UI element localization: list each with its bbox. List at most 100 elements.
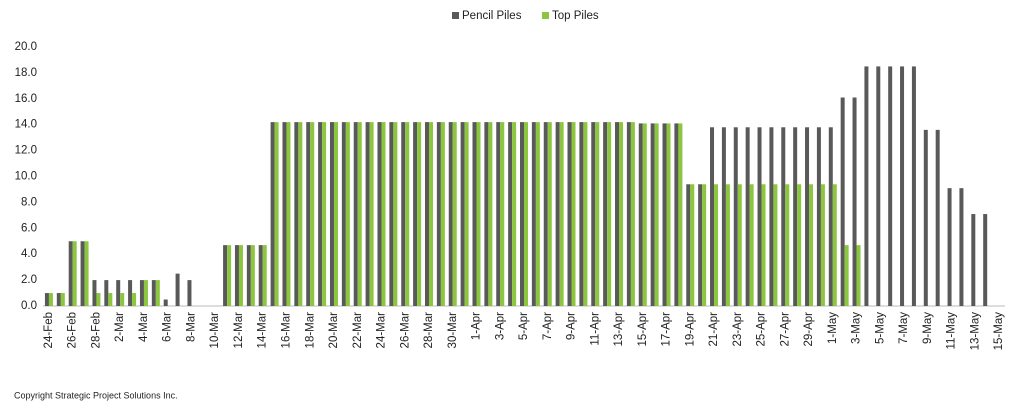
- bar: [559, 122, 564, 306]
- bar: [128, 280, 133, 306]
- x-tick-label: 24-Mar: [376, 312, 388, 349]
- bar: [793, 127, 798, 306]
- bar: [476, 122, 481, 306]
- bar: [591, 122, 596, 306]
- bar: [650, 123, 655, 306]
- x-tick-label: 1-May: [827, 312, 839, 344]
- y-tick-label: 2.0: [21, 274, 37, 286]
- bar: [377, 122, 382, 306]
- y-tick-label: 12.0: [15, 145, 37, 157]
- bar: [555, 122, 560, 306]
- bar: [638, 123, 643, 306]
- bar: [864, 66, 869, 306]
- y-tick-label: 4.0: [21, 248, 37, 260]
- bar: [56, 293, 61, 306]
- bar: [690, 184, 695, 306]
- x-tick-label: 19-Apr: [684, 312, 696, 347]
- x-tick-label: 27-Apr: [779, 312, 791, 347]
- bar: [96, 293, 101, 306]
- bar: [816, 127, 821, 306]
- x-tick-label: 26-Feb: [67, 312, 79, 348]
- y-tick-label: 14.0: [15, 119, 37, 131]
- bar: [357, 122, 362, 306]
- bar: [484, 122, 489, 306]
- bar: [234, 245, 239, 306]
- x-tick-label: 11-Apr: [589, 312, 601, 346]
- bar: [132, 293, 137, 306]
- bar: [820, 184, 825, 306]
- x-tick-label: 20-Mar: [328, 312, 340, 349]
- bar: [187, 280, 192, 306]
- bar: [341, 122, 346, 306]
- bar: [310, 122, 315, 306]
- bar: [520, 122, 524, 306]
- bar: [393, 122, 398, 306]
- legend-label: Pencil Piles: [462, 10, 522, 22]
- bar: [769, 127, 774, 306]
- bar: [626, 122, 631, 306]
- bar: [781, 127, 786, 306]
- x-tick-label: 14-Mar: [257, 312, 269, 349]
- bar: [460, 122, 465, 306]
- bar: [389, 122, 394, 306]
- bar: [508, 122, 513, 306]
- bar: [60, 293, 65, 306]
- bar: [262, 245, 267, 306]
- bar: [674, 123, 679, 306]
- bar: [333, 122, 338, 306]
- bar: [654, 123, 659, 306]
- bar: [844, 245, 849, 306]
- x-tick-label: 7-May: [898, 312, 910, 344]
- bar: [270, 122, 275, 306]
- x-tick-label: 15-May: [993, 312, 1005, 351]
- bar: [448, 122, 453, 306]
- footer: Copyright Strategic Project Solutions In…: [14, 390, 178, 400]
- bar: [452, 122, 457, 306]
- bar: [175, 273, 180, 306]
- bar: [856, 245, 861, 306]
- bar: [488, 122, 493, 306]
- bar: [983, 214, 988, 306]
- bar: [405, 122, 410, 306]
- x-tick-label: 9-May: [922, 312, 934, 344]
- bar: [666, 123, 671, 306]
- x-tick-label: 8-Mar: [185, 312, 197, 342]
- bar: [840, 97, 845, 306]
- bar: [710, 127, 715, 306]
- y-tick-label: 16.0: [15, 93, 37, 105]
- bar: [630, 122, 635, 306]
- bar: [698, 184, 703, 306]
- bar: [832, 184, 837, 306]
- x-tick-label: 13-Apr: [613, 312, 625, 347]
- bar: [797, 184, 802, 306]
- bar: [662, 123, 667, 306]
- bar: [535, 122, 540, 306]
- bar: [401, 122, 406, 306]
- x-tick-label: 29-Apr: [803, 312, 815, 347]
- x-tick-label: 28-Feb: [90, 312, 102, 348]
- bar: [274, 122, 279, 306]
- x-tick-label: 6-Mar: [162, 312, 174, 342]
- bar: [143, 280, 148, 306]
- x-tick-label: 5-May: [874, 312, 886, 344]
- bar: [306, 122, 311, 306]
- bar: [828, 127, 833, 306]
- bar: [579, 122, 584, 306]
- bar: [72, 241, 77, 306]
- bar: [365, 122, 370, 306]
- bar: [48, 293, 53, 306]
- bar: [607, 122, 612, 306]
- x-tick-label: 9-Apr: [566, 312, 578, 340]
- y-tick-label: 0.0: [21, 300, 37, 312]
- bar: [227, 245, 232, 306]
- bar: [108, 293, 113, 306]
- x-tick-label: 17-Apr: [661, 312, 673, 347]
- bar: [250, 245, 255, 306]
- bar: [353, 122, 358, 306]
- x-tick-label: 10-Mar: [209, 312, 221, 349]
- bar: [959, 188, 964, 306]
- bar: [500, 122, 505, 306]
- bar: [702, 184, 707, 306]
- bar: [298, 122, 303, 306]
- bar: [678, 123, 683, 306]
